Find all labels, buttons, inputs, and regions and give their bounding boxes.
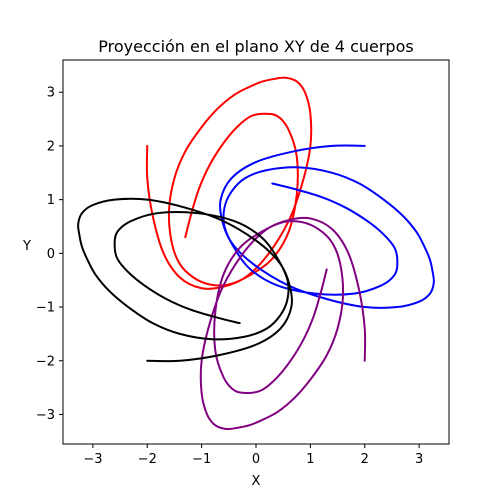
- x-axis: −3 −2 −1 0 1 2 3: [83, 444, 423, 467]
- y-tick-label: 0: [47, 247, 55, 262]
- series-line-3: [199, 216, 367, 431]
- x-tick-label: −1: [192, 452, 211, 467]
- y-tick-label: 1: [47, 193, 55, 208]
- y-axis-label: Y: [22, 239, 31, 254]
- x-tick-label: −3: [83, 452, 102, 467]
- chart-title: Proyección en el plano XY de 4 cuerpos: [98, 37, 413, 56]
- x-tick-label: 2: [361, 452, 369, 467]
- series-line-2: [219, 144, 435, 309]
- series-line-4: [77, 197, 293, 363]
- y-tick-label: −3: [36, 408, 55, 423]
- y-tick-label: 2: [47, 139, 55, 154]
- y-tick-label: 3: [47, 86, 55, 101]
- y-axis: −3 −2 −1 0 1 2 3: [36, 86, 63, 423]
- y-tick-label: −1: [36, 301, 55, 316]
- y-tick-label: −2: [36, 354, 55, 369]
- x-tick-label: 3: [415, 452, 423, 467]
- x-axis-label: X: [252, 474, 261, 489]
- series-layer: [77, 76, 435, 431]
- x-tick-label: 0: [252, 452, 260, 467]
- x-tick-label: −2: [138, 452, 157, 467]
- x-tick-label: 1: [306, 452, 314, 467]
- series-line-1: [145, 76, 313, 290]
